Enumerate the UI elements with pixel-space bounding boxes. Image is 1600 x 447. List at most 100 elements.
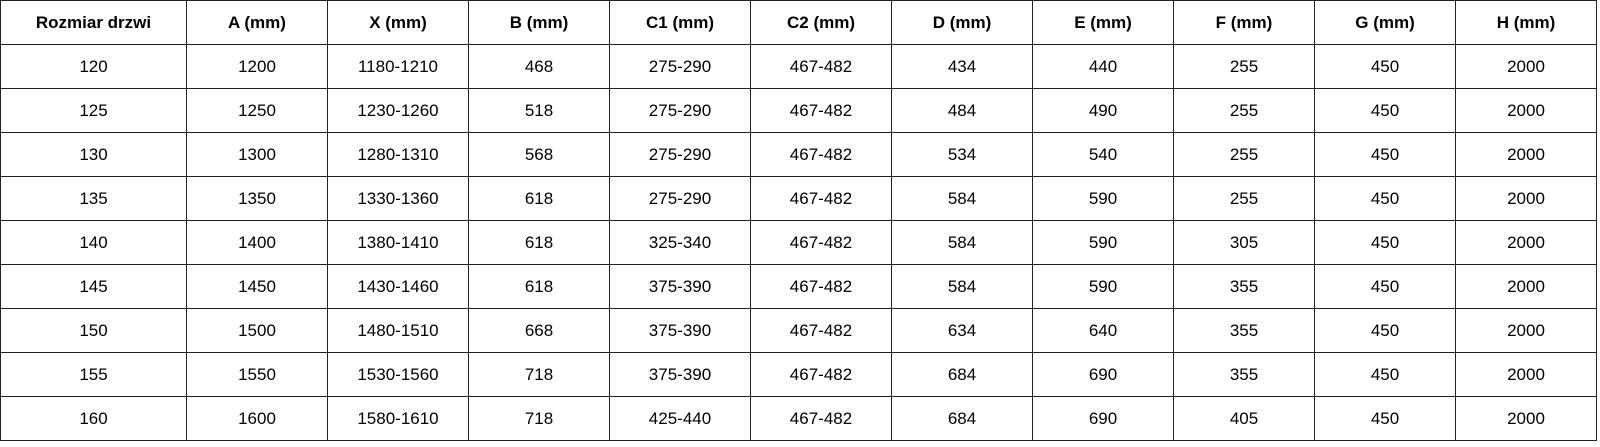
table-cell: 255 <box>1173 132 1315 177</box>
table-cell: 618 <box>468 220 610 265</box>
table-cell: 467-482 <box>750 352 892 397</box>
table-cell: 2000 <box>1455 44 1597 89</box>
table-cell: 275-290 <box>609 176 751 221</box>
table-row: 140 1400 1380-1410 618 325-340 467-482 584 590 3… <box>0 220 1597 265</box>
table-row: 120 1200 1180-1210 468 275-290 467-482 434 440 2… <box>0 44 1597 89</box>
table-cell: 2000 <box>1455 308 1597 353</box>
table-cell: 434 <box>891 44 1033 89</box>
table-cell: 534 <box>891 132 1033 177</box>
table-cell: 468 <box>468 44 610 89</box>
table-cell: 405 <box>1173 396 1315 441</box>
table-cell: 450 <box>1314 132 1456 177</box>
table-cell: 467-482 <box>750 132 892 177</box>
table-cell: 450 <box>1314 220 1456 265</box>
table-cell: 1580-1610 <box>327 396 469 441</box>
table-cell: 160 <box>0 396 187 441</box>
table-cell: 450 <box>1314 88 1456 133</box>
table-cell: 618 <box>468 176 610 221</box>
table-cell: 1430-1460 <box>327 264 469 309</box>
table-cell: 718 <box>468 352 610 397</box>
table-cell: 1300 <box>186 132 328 177</box>
table-row: 150 1500 1480-1510 668 375-390 467-482 634 640 3… <box>0 308 1597 353</box>
table-cell: 467-482 <box>750 220 892 265</box>
table-cell: 440 <box>1032 44 1174 89</box>
table-row: 160 1600 1580-1610 718 425-440 467-482 684 690 4… <box>0 396 1597 441</box>
table-cell: 584 <box>891 220 1033 265</box>
table-cell: 275-290 <box>609 44 751 89</box>
table-cell: 375-390 <box>609 308 751 353</box>
table-cell: 135 <box>0 176 187 221</box>
table-cell: 375-390 <box>609 264 751 309</box>
table-cell: 684 <box>891 396 1033 441</box>
table-cell: 305 <box>1173 220 1315 265</box>
column-header: E (mm) <box>1032 0 1174 45</box>
table-cell: 467-482 <box>750 396 892 441</box>
table-cell: 2000 <box>1455 352 1597 397</box>
table-cell: 467-482 <box>750 176 892 221</box>
table-cell: 2000 <box>1455 396 1597 441</box>
column-header: D (mm) <box>891 0 1033 45</box>
table-cell: 618 <box>468 264 610 309</box>
column-header: C1 (mm) <box>609 0 751 45</box>
table-cell: 275-290 <box>609 88 751 133</box>
table-cell: 450 <box>1314 396 1456 441</box>
table-cell: 690 <box>1032 352 1174 397</box>
table-cell: 355 <box>1173 352 1315 397</box>
table-cell: 255 <box>1173 44 1315 89</box>
column-header: A (mm) <box>186 0 328 45</box>
table-cell: 1500 <box>186 308 328 353</box>
table-cell: 1400 <box>186 220 328 265</box>
table-cell: 1380-1410 <box>327 220 469 265</box>
column-header: X (mm) <box>327 0 469 45</box>
table-cell: 718 <box>468 396 610 441</box>
table-cell: 1330-1360 <box>327 176 469 221</box>
table-cell: 584 <box>891 176 1033 221</box>
table-cell: 450 <box>1314 176 1456 221</box>
column-header: C2 (mm) <box>750 0 892 45</box>
table-cell: 467-482 <box>750 264 892 309</box>
table-cell: 155 <box>0 352 187 397</box>
table-cell: 467-482 <box>750 308 892 353</box>
table-cell: 668 <box>468 308 610 353</box>
table-cell: 355 <box>1173 308 1315 353</box>
table-cell: 540 <box>1032 132 1174 177</box>
table-cell: 450 <box>1314 44 1456 89</box>
table-cell: 690 <box>1032 396 1174 441</box>
table-cell: 2000 <box>1455 132 1597 177</box>
table-cell: 150 <box>0 308 187 353</box>
table-row: 135 1350 1330-1360 618 275-290 467-482 584 590 2… <box>0 176 1597 221</box>
table-cell: 634 <box>891 308 1033 353</box>
table-cell: 255 <box>1173 88 1315 133</box>
table-cell: 1480-1510 <box>327 308 469 353</box>
table-cell: 145 <box>0 264 187 309</box>
table-cell: 467-482 <box>750 88 892 133</box>
table-cell: 2000 <box>1455 88 1597 133</box>
table-cell: 584 <box>891 264 1033 309</box>
table-cell: 355 <box>1173 264 1315 309</box>
table-cell: 1250 <box>186 88 328 133</box>
table-cell: 325-340 <box>609 220 751 265</box>
table-cell: 1450 <box>186 264 328 309</box>
table-cell: 1280-1310 <box>327 132 469 177</box>
table-cell: 590 <box>1032 264 1174 309</box>
table-cell: 518 <box>468 88 610 133</box>
table-cell: 590 <box>1032 220 1174 265</box>
table-cell: 640 <box>1032 308 1174 353</box>
table-row: 130 1300 1280-1310 568 275-290 467-482 534 540 2… <box>0 132 1597 177</box>
table-cell: 450 <box>1314 308 1456 353</box>
table-cell: 130 <box>0 132 187 177</box>
table-cell: 255 <box>1173 176 1315 221</box>
table-cell: 1180-1210 <box>327 44 469 89</box>
column-header: G (mm) <box>1314 0 1456 45</box>
table-cell: 1530-1560 <box>327 352 469 397</box>
table-cell: 590 <box>1032 176 1174 221</box>
table-cell: 1200 <box>186 44 328 89</box>
table-cell: 484 <box>891 88 1033 133</box>
header-row: Rozmiar drzwi A (mm) X (mm) B (mm) C1 (mm) C2… <box>0 0 1597 45</box>
table-cell: 490 <box>1032 88 1174 133</box>
column-header: F (mm) <box>1173 0 1315 45</box>
table-row: 125 1250 1230-1260 518 275-290 467-482 484 490 2… <box>0 88 1597 133</box>
table-cell: 450 <box>1314 352 1456 397</box>
table-cell: 1350 <box>186 176 328 221</box>
